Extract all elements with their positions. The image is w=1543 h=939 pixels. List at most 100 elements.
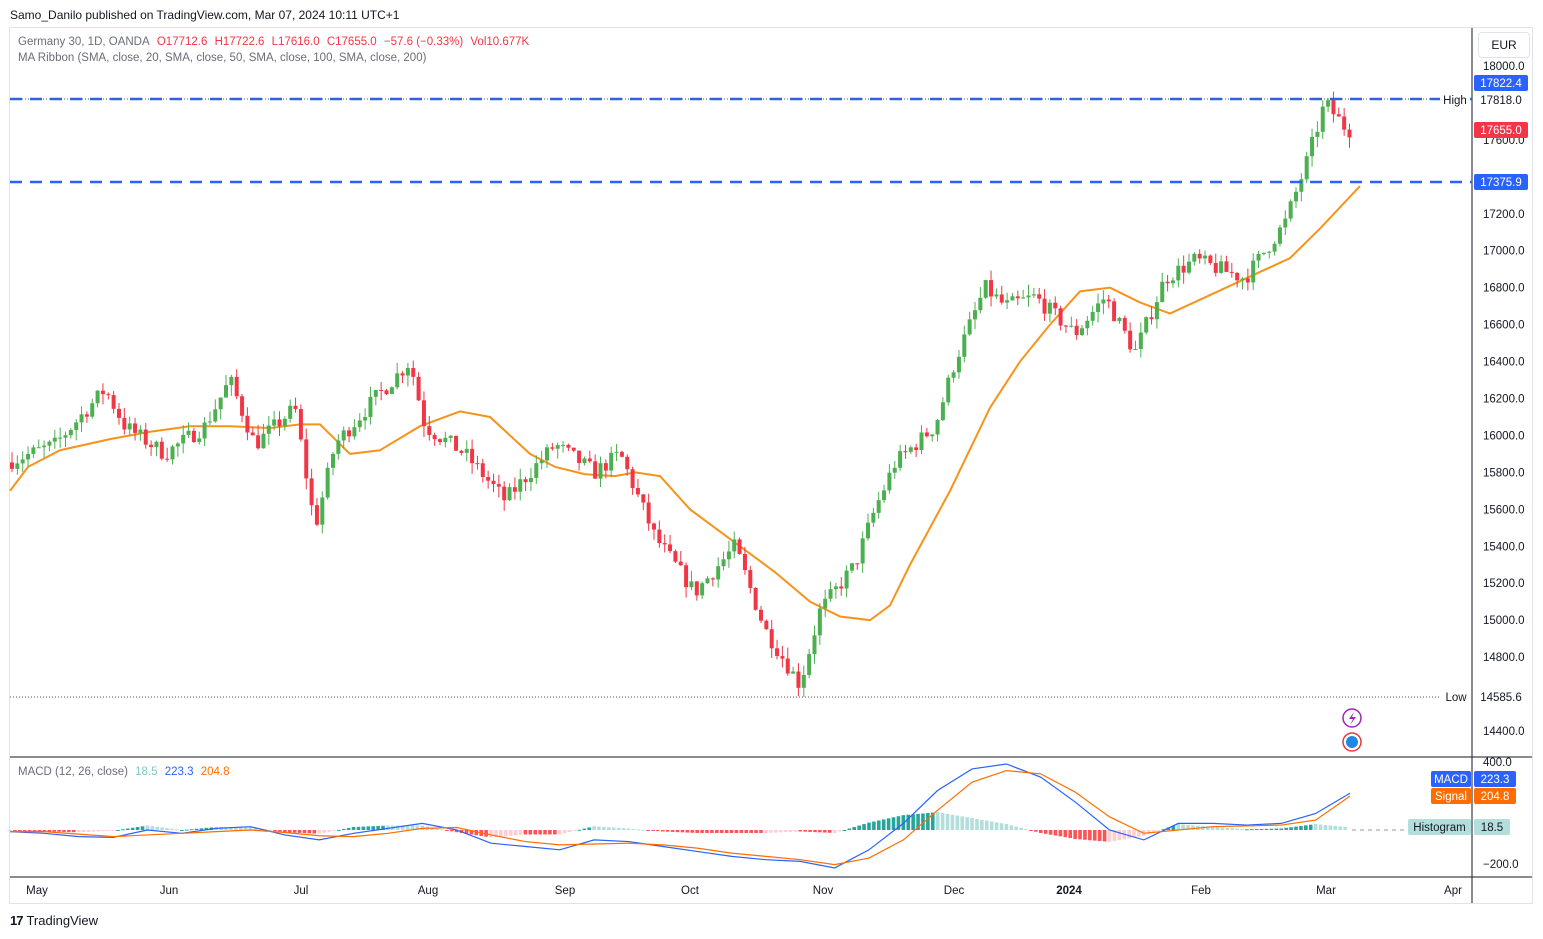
candle-body [1112, 301, 1117, 322]
candle-body [828, 589, 833, 599]
time-tick-label: Jul [294, 885, 309, 897]
macd-histogram-bar [72, 830, 76, 833]
candle-body [866, 522, 870, 539]
candle-body [1042, 298, 1047, 314]
macd-histogram-bar [1161, 829, 1166, 831]
candle-body [512, 487, 517, 492]
macd-histogram-bar [700, 830, 704, 833]
ma-ribbon-legend[interactable]: MA Ribbon (SMA, close, 20, SMA, close, 5… [18, 52, 427, 64]
histogram-value-tag-bg [1474, 819, 1510, 835]
candle-body [154, 441, 159, 448]
macd-histogram-bar [1333, 825, 1338, 830]
candle-body [507, 487, 512, 501]
macd-histogram-bar [440, 829, 444, 831]
candle-body [983, 280, 988, 298]
candle-body [769, 629, 774, 649]
candle-body [1315, 131, 1320, 137]
macd-histogram-bar [626, 828, 631, 830]
macd-histogram-bar [1313, 824, 1318, 830]
macd-histogram-bar [827, 830, 832, 833]
macd-histogram-bar [508, 830, 513, 836]
macd-histogram-bar [562, 830, 567, 834]
macd-histogram-bar [1092, 830, 1097, 841]
candle-body [143, 429, 148, 445]
main-legend: Germany 30, 1D, OANDA O17712.6 H17722.6 … [18, 36, 533, 48]
macd-histogram-bar [1328, 825, 1333, 830]
price-tick-label: 15400.0 [1483, 541, 1525, 553]
low-text-tag: Low [1445, 692, 1467, 704]
macd-histogram-bar [788, 830, 793, 832]
tradingview-footer[interactable]: 17 TradingView [10, 913, 98, 928]
candle-body [753, 587, 758, 610]
candle-body [882, 490, 887, 501]
macd-histogram-bar [1146, 830, 1151, 835]
candle-body [1261, 252, 1266, 254]
candle-body [400, 373, 405, 376]
macd-histogram-bar [248, 827, 253, 830]
signal-line [10, 769, 1351, 866]
macd-histogram-bar [1274, 828, 1279, 830]
macd-tick-label: −200.0 [1483, 859, 1519, 871]
macd-histogram-bar [906, 814, 911, 830]
candle-body [646, 502, 651, 524]
macd-histogram-bar [1137, 830, 1141, 837]
macd-histogram-bar [970, 818, 974, 830]
candle-body [1229, 271, 1234, 273]
macd-line-value: 223.3 [164, 766, 194, 778]
candle-body [1336, 114, 1341, 117]
macd-histogram-bar [1323, 824, 1328, 830]
candle-body [427, 426, 432, 435]
macd-histogram-bar [602, 826, 606, 830]
macd-legend[interactable]: MACD (12, 26, close) 18.5 223.3 204.8 [18, 766, 234, 778]
candle-body [229, 376, 234, 386]
currency-selector[interactable]: EUR [1478, 32, 1530, 58]
macd-histogram-bar [400, 825, 405, 830]
candle-body [1138, 332, 1143, 350]
macd-histogram-bar [705, 830, 709, 833]
candle-body [68, 429, 73, 436]
resistance-price-tag: 17822.4 [1480, 78, 1522, 90]
candle-body [10, 462, 14, 469]
macd-histogram-bar [366, 826, 371, 830]
macd-histogram-bar [1004, 824, 1009, 830]
macd-histogram-bar [243, 827, 248, 830]
macd-histogram-bar [881, 819, 886, 830]
high-price-tag: 17818.0 [1480, 95, 1522, 107]
candle-body [256, 435, 261, 449]
macd-histogram-bar [724, 830, 729, 833]
macd-histogram-bar [675, 830, 680, 833]
candle-body [1122, 317, 1127, 331]
macd-histogram-bar [744, 830, 749, 833]
macd-histogram-bar [1289, 827, 1293, 830]
candle-body [191, 430, 196, 443]
macd-histogram-bar [896, 816, 901, 830]
price-tick-label: 15200.0 [1483, 578, 1525, 590]
candle-body [357, 420, 362, 428]
candle-body [652, 523, 656, 530]
candle-body [277, 419, 282, 427]
macd-histogram-bar [975, 818, 979, 830]
price-tick-label: 18000.0 [1483, 61, 1525, 73]
candle-body [347, 430, 352, 437]
candle-body [545, 447, 549, 461]
macd-histogram-bar [238, 827, 243, 830]
macd-histogram-bar [233, 827, 238, 830]
macd-histogram-bar [376, 825, 380, 830]
candle-body [480, 463, 485, 477]
candle-body [694, 581, 699, 596]
candle-body [716, 566, 721, 580]
candle-body [202, 422, 207, 439]
candle-body [1133, 349, 1138, 351]
candle-body [1117, 317, 1122, 322]
macd-histogram-bar [499, 830, 503, 837]
time-tick-label: Feb [1191, 885, 1211, 897]
macd-histogram-bar [965, 817, 969, 830]
price-tick-label: 17000.0 [1483, 246, 1525, 258]
candle-body [26, 453, 31, 460]
macd-histogram-bar [253, 827, 258, 830]
candle-body [1031, 294, 1036, 296]
macd-histogram-bar [126, 828, 130, 830]
candle-body [175, 443, 180, 447]
macd-histogram-bar [121, 829, 125, 831]
